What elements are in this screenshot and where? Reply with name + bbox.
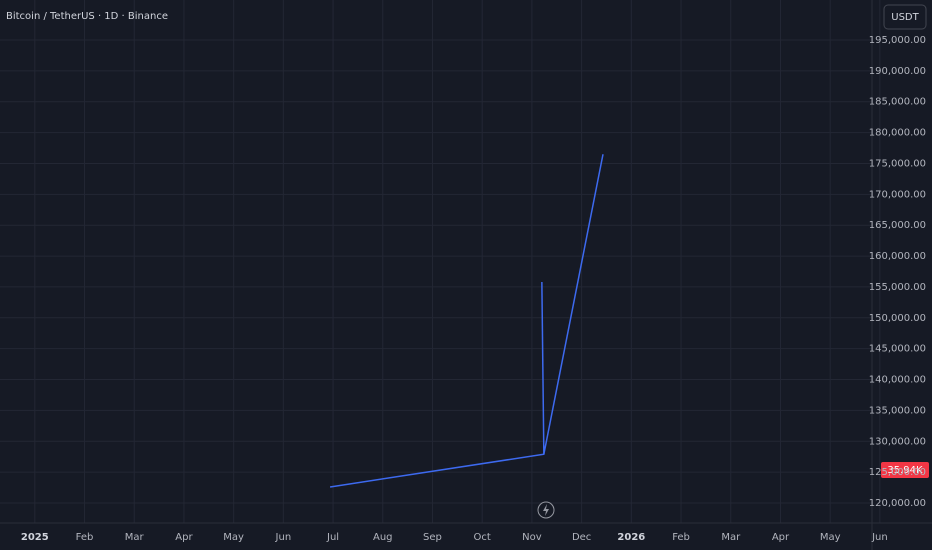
y-tick-label: 140,000.00 bbox=[869, 375, 926, 386]
y-tick-label: 180,000.00 bbox=[869, 128, 926, 139]
currency-button-label[interactable]: USDT bbox=[891, 12, 919, 23]
y-tick-label: 170,000.00 bbox=[869, 189, 926, 200]
x-tick-label: Mar bbox=[721, 532, 741, 543]
x-tick-label: Oct bbox=[474, 532, 491, 543]
y-tick-label: 155,000.00 bbox=[869, 282, 926, 293]
y-tick-label: 135,000.00 bbox=[869, 405, 926, 416]
x-tick-label: 2026 bbox=[617, 532, 645, 543]
x-tick-label: May bbox=[820, 532, 841, 543]
x-tick-label: May bbox=[223, 532, 244, 543]
trend-line bbox=[541, 281, 545, 455]
x-tick-label: Jun bbox=[275, 532, 292, 543]
chart-title: Bitcoin / TetherUS · 1D · Binance bbox=[6, 11, 168, 22]
x-tick-label: Feb bbox=[76, 532, 94, 543]
x-tick-label: Nov bbox=[522, 532, 542, 543]
y-tick-label: 185,000.00 bbox=[869, 97, 926, 108]
y-tick-label: 120,000.00 bbox=[869, 498, 926, 509]
x-tick-label: Sep bbox=[423, 532, 442, 543]
plot-area bbox=[0, 0, 881, 523]
x-tick-label: Dec bbox=[572, 532, 591, 543]
y-tick-label: 130,000.00 bbox=[869, 436, 926, 447]
y-tick-label: 150,000.00 bbox=[869, 313, 926, 324]
x-tick-label: Feb bbox=[672, 532, 690, 543]
y-tick-label: 160,000.00 bbox=[869, 251, 926, 262]
x-tick-label: Jun bbox=[871, 532, 888, 543]
y-tick-label: 145,000.00 bbox=[869, 344, 926, 355]
x-tick-label: Mar bbox=[125, 532, 145, 543]
y-tick-label: 125,000.00 bbox=[869, 467, 926, 478]
x-tick-label: Apr bbox=[772, 532, 790, 543]
volume-badge bbox=[881, 462, 929, 478]
currency-button[interactable] bbox=[883, 4, 927, 30]
x-tick-label: Jul bbox=[326, 532, 339, 543]
y-tick-label: 195,000.00 bbox=[869, 35, 926, 46]
x-tick-label: Aug bbox=[373, 532, 393, 543]
x-tick-label: 2025 bbox=[21, 532, 49, 543]
replay-bolt[interactable] bbox=[543, 504, 549, 516]
x-tick-label: Apr bbox=[175, 532, 193, 543]
y-tick-label: 190,000.00 bbox=[869, 66, 926, 77]
y-tick-label: 175,000.00 bbox=[869, 158, 926, 169]
y-tick-label: 165,000.00 bbox=[869, 220, 926, 231]
volume-label: 35.94K bbox=[887, 465, 923, 476]
trend-line bbox=[329, 154, 604, 488]
